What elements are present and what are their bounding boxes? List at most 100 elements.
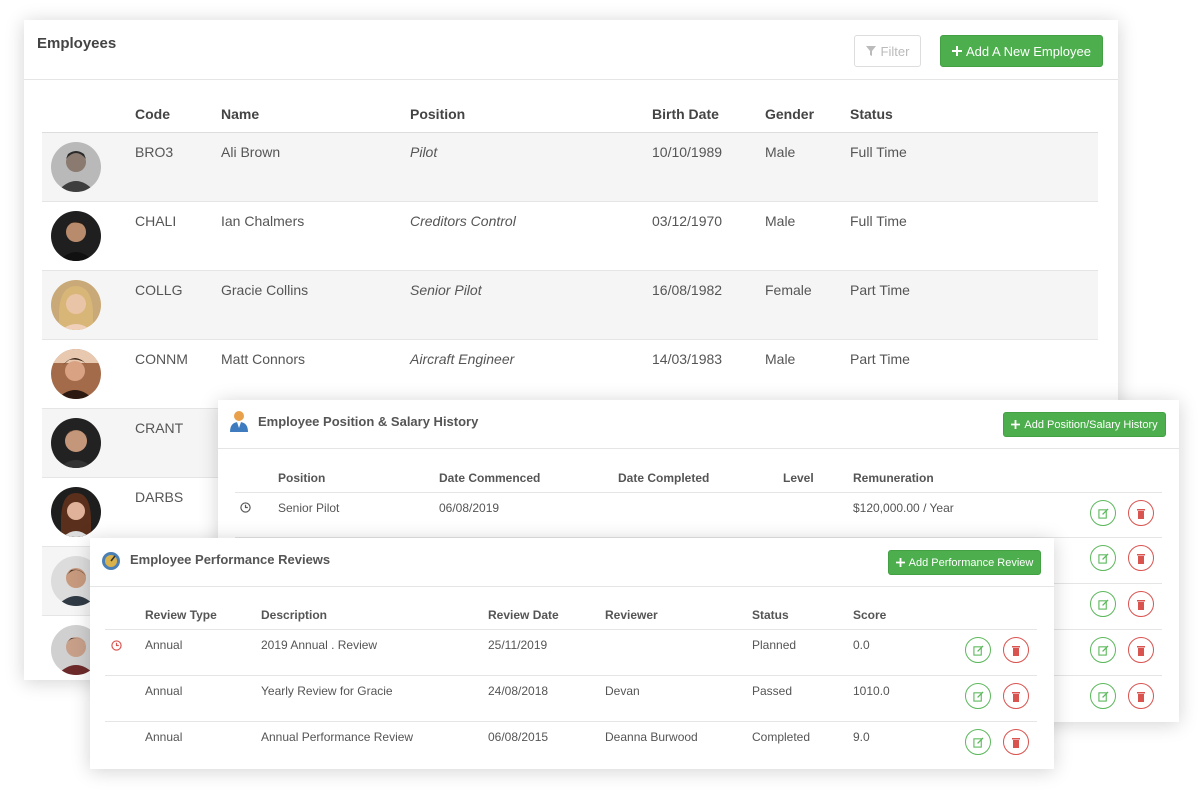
delete-button[interactable] <box>1128 637 1154 663</box>
edit-button[interactable] <box>1090 545 1116 571</box>
trash-icon <box>1137 553 1145 564</box>
edit-icon <box>972 644 984 656</box>
edit-button[interactable] <box>1090 683 1116 709</box>
reviews-panel-header: Employee Performance Reviews Add Perform… <box>90 538 1054 587</box>
employee-gender: Male <box>765 351 796 367</box>
delete-button[interactable] <box>1128 500 1154 526</box>
trash-icon <box>1137 599 1145 610</box>
edit-button[interactable] <box>1090 591 1116 617</box>
employee-code: CRANT <box>135 420 184 436</box>
edit-icon <box>1097 507 1109 519</box>
review-description: Annual Performance Review <box>261 730 414 744</box>
employee-position: Pilot <box>410 144 438 160</box>
salary-panel-title: Employee Position & Salary History <box>258 414 479 429</box>
edit-button[interactable] <box>1090 637 1116 663</box>
table-header: Code Name Position Birth Date Gender Sta… <box>42 100 1098 133</box>
column-header[interactable]: Birth Date <box>652 106 719 122</box>
add-salary-history-button[interactable]: Add Position/Salary History <box>1003 412 1166 437</box>
employee-birth-date: 14/03/1983 <box>652 351 723 367</box>
column-header[interactable]: Position <box>410 106 466 122</box>
trash-icon <box>1137 691 1145 702</box>
column-header[interactable]: Position <box>278 471 326 485</box>
add-salary-history-label: Add Position/Salary History <box>1024 418 1158 431</box>
avatar <box>51 142 101 192</box>
employee-birth-date: 03/12/1970 <box>652 213 723 229</box>
delete-button[interactable] <box>1128 545 1154 571</box>
delete-button[interactable] <box>1003 683 1029 709</box>
table-row[interactable]: CHALI Ian Chalmers Creditors Control 03/… <box>42 202 1098 271</box>
review-score: 9.0 <box>853 730 870 744</box>
add-employee-button[interactable]: Add A New Employee <box>940 35 1103 67</box>
employee-code: BRO3 <box>135 144 174 160</box>
table-row[interactable]: BRO3 Ali Brown Pilot 10/10/1989 Male Ful… <box>42 133 1098 202</box>
trash-icon <box>1012 737 1020 748</box>
plus-icon <box>1011 420 1021 429</box>
column-header[interactable]: Review Date <box>488 608 559 622</box>
filter-button[interactable]: Filter <box>854 35 921 67</box>
edit-button[interactable] <box>1090 500 1116 526</box>
employee-gender: Male <box>765 144 796 160</box>
table-row[interactable]: COLLG Gracie Collins Senior Pilot 16/08/… <box>42 271 1098 340</box>
edit-icon <box>1097 690 1109 702</box>
column-header[interactable]: Status <box>752 608 789 622</box>
column-header[interactable]: Remuneration <box>853 471 934 485</box>
add-performance-review-button[interactable]: Add Performance Review <box>888 550 1041 575</box>
review-type: Annual <box>145 638 183 652</box>
employee-status: Full Time <box>850 144 907 160</box>
column-header[interactable]: Code <box>135 106 170 122</box>
employee-code: CHALI <box>135 213 177 229</box>
delete-button[interactable] <box>1128 591 1154 617</box>
review-description: Yearly Review for Gracie <box>261 684 393 698</box>
employee-name: Ian Chalmers <box>221 213 305 229</box>
edit-icon <box>1097 598 1109 610</box>
column-header[interactable]: Status <box>850 106 893 122</box>
edit-button[interactable] <box>965 683 991 709</box>
plus-icon <box>951 46 962 56</box>
employee-name: Ali Brown <box>221 144 281 160</box>
person-icon <box>230 411 248 432</box>
employee-gender: Male <box>765 213 796 229</box>
page-title: Employees <box>37 35 117 52</box>
delete-button[interactable] <box>1003 637 1029 663</box>
employee-birth-date: 10/10/1989 <box>652 144 723 160</box>
employee-birth-date: 16/08/1982 <box>652 282 723 298</box>
table-row[interactable]: CONNM Matt Connors Aircraft Engineer 14/… <box>42 340 1098 409</box>
employee-code: CONNM <box>135 351 188 367</box>
clock-icon <box>240 502 251 513</box>
employee-name: Gracie Collins <box>221 282 309 298</box>
clock-icon <box>111 640 122 651</box>
column-header[interactable]: Name <box>221 106 260 122</box>
column-header[interactable]: Reviewer <box>605 608 658 622</box>
salary-remuneration: $120,000.00 / Year <box>853 501 954 515</box>
column-header[interactable]: Review Type <box>145 608 217 622</box>
edit-button[interactable] <box>965 637 991 663</box>
avatar <box>51 211 101 261</box>
divider <box>105 721 1037 722</box>
performance-reviews-panel: Employee Performance Reviews Add Perform… <box>90 538 1054 769</box>
add-employee-label: Add A New Employee <box>965 43 1092 59</box>
trash-icon <box>1012 691 1020 702</box>
divider <box>235 492 1162 493</box>
delete-button[interactable] <box>1003 729 1029 755</box>
column-header[interactable]: Description <box>261 608 328 622</box>
divider <box>105 675 1037 676</box>
employee-position: Aircraft Engineer <box>410 351 515 367</box>
review-score: 1010.0 <box>853 684 890 698</box>
column-header[interactable]: Level <box>783 471 814 485</box>
employee-position: Senior Pilot <box>410 282 482 298</box>
trash-icon <box>1012 645 1020 656</box>
column-header[interactable]: Date Completed <box>618 471 710 485</box>
delete-button[interactable] <box>1128 683 1154 709</box>
column-header[interactable]: Date Commenced <box>439 471 541 485</box>
employee-status: Part Time <box>850 351 910 367</box>
review-status: Planned <box>752 638 797 652</box>
edit-button[interactable] <box>965 729 991 755</box>
employee-status: Part Time <box>850 282 910 298</box>
salary-date-commenced: 06/08/2019 <box>439 501 500 515</box>
review-status: Passed <box>752 684 793 698</box>
employee-name: Matt Connors <box>221 351 306 367</box>
avatar <box>51 418 101 468</box>
review-date: 25/11/2019 <box>488 638 548 652</box>
column-header[interactable]: Score <box>853 608 887 622</box>
column-header[interactable]: Gender <box>765 106 815 122</box>
